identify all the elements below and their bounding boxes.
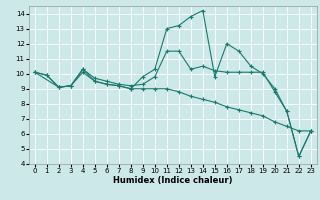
X-axis label: Humidex (Indice chaleur): Humidex (Indice chaleur) <box>113 176 233 185</box>
